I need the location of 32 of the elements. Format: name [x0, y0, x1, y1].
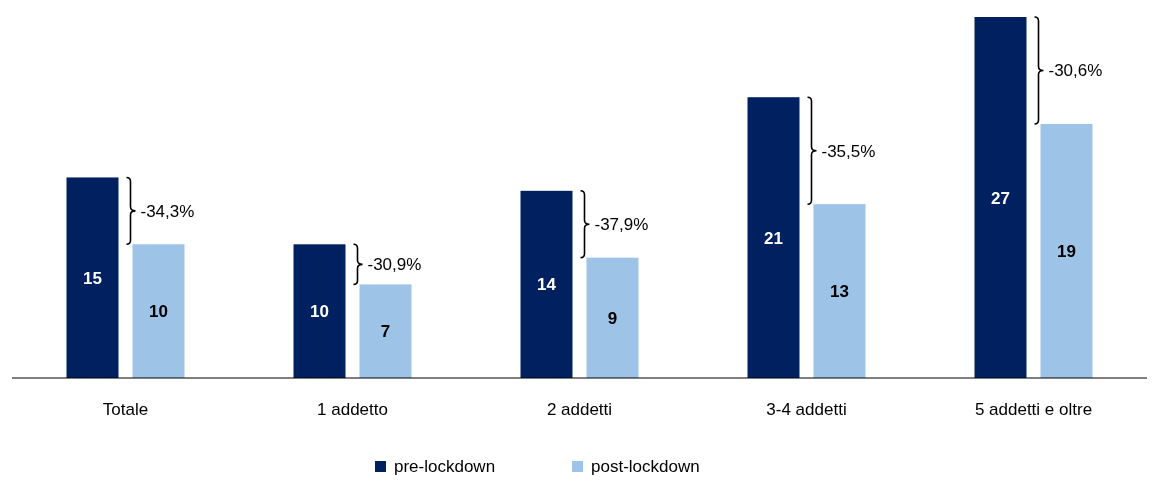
bar: [359, 284, 412, 378]
bar: [586, 257, 639, 378]
annotation: -34,3%: [140, 201, 195, 221]
data-label: 14: [537, 275, 557, 295]
data-label: 9: [607, 308, 618, 328]
bar: [293, 244, 346, 378]
x-tick-label: 5 addetti e oltre: [974, 400, 1093, 419]
x-tick-label: 1 addetto: [317, 400, 388, 419]
legend-label: post-lockdown: [591, 457, 700, 476]
data-label: 13: [830, 282, 849, 302]
bar: [132, 244, 185, 378]
bar: [520, 190, 573, 378]
x-tick-label: 3-4 addetti: [766, 400, 847, 419]
data-label: 10: [310, 302, 329, 322]
annotation: -30,9%: [367, 255, 422, 275]
annotation: -35,5%: [821, 141, 876, 161]
annotation: -30,6%: [1048, 61, 1103, 81]
legend-label: pre-lockdown: [394, 457, 496, 476]
bar: [813, 204, 866, 378]
x-tick-label: Totale: [102, 400, 149, 419]
data-label: 19: [1057, 241, 1076, 261]
annotation: -37,9%: [594, 215, 649, 235]
bar: [974, 17, 1027, 378]
data-label: 10: [149, 302, 168, 322]
data-label: 27: [991, 188, 1010, 208]
data-label: 21: [764, 228, 783, 248]
bar: [1040, 123, 1093, 378]
data-label: 15: [83, 268, 102, 288]
x-tick-label: 2 addetti: [546, 400, 613, 419]
data-label: 7: [380, 322, 391, 342]
bar: [747, 97, 800, 378]
bar: [66, 177, 119, 378]
